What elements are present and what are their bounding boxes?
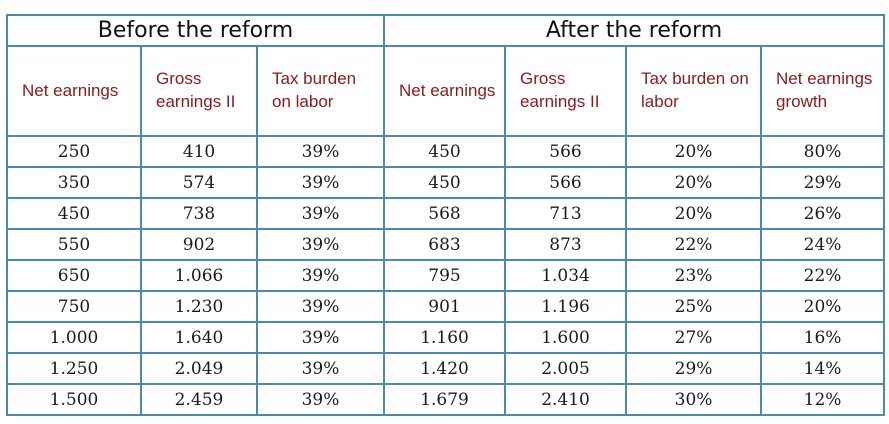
cell-net-earnings-after: 901 (383, 290, 507, 323)
cell-net-earnings-after: 450 (383, 166, 507, 199)
cell-gross-earnings-after: 2.005 (504, 352, 628, 385)
cell-net-earnings-before: 250 (6, 135, 142, 168)
table-body: 250 410 39% 450 566 20% 80% 350 574 39% 450 566 20% 2… (6, 135, 886, 416)
cell-gross-earnings-after: 1.034 (504, 259, 628, 292)
cell-net-earnings-growth: 12% (760, 383, 886, 416)
cell-gross-earnings-before: 574 (140, 166, 258, 199)
cell-tax-burden-after: 25% (625, 290, 763, 323)
cell-tax-burden-after: 23% (625, 259, 763, 292)
cell-gross-earnings-before: 2.459 (140, 383, 258, 416)
cell-gross-earnings-after: 1.196 (504, 290, 628, 323)
cell-gross-earnings-after: 566 (504, 166, 628, 199)
cell-net-earnings-growth: 22% (760, 259, 886, 292)
cell-gross-earnings-after: 2.410 (504, 383, 628, 416)
cell-net-earnings-before: 1.500 (6, 383, 142, 416)
cell-net-earnings-before: 1.000 (6, 321, 142, 354)
cell-tax-burden-before: 39% (255, 383, 386, 416)
cell-tax-burden-before: 39% (255, 135, 386, 168)
col-header-net-earnings-growth: Net earnings growth (760, 45, 886, 137)
cell-net-earnings-before: 750 (6, 290, 142, 323)
table-row: 1.250 2.049 39% 1.420 2.005 29% 14% (6, 352, 886, 385)
cell-gross-earnings-before: 410 (140, 135, 258, 168)
column-header-row: Net earnings Gross earnings II Tax burde… (6, 45, 886, 137)
cell-net-earnings-growth: 80% (760, 135, 886, 168)
cell-gross-earnings-before: 902 (140, 228, 258, 261)
cell-tax-burden-after: 22% (625, 228, 763, 261)
cell-tax-burden-before: 39% (255, 290, 386, 323)
group-header-row: Before the reform After the reform (5, 14, 886, 47)
cell-tax-burden-before: 39% (255, 166, 386, 199)
cell-net-earnings-before: 550 (6, 228, 142, 261)
table-row: 1.000 1.640 39% 1.160 1.600 27% 16% (6, 321, 886, 354)
table-row: 250 410 39% 450 566 20% 80% (6, 135, 886, 168)
cell-tax-burden-after: 29% (625, 352, 763, 385)
cell-tax-burden-before: 39% (255, 352, 386, 385)
cell-net-earnings-after: 1.420 (383, 352, 507, 385)
table-row: 450 738 39% 568 713 20% 26% (6, 197, 886, 230)
cell-tax-burden-after: 30% (625, 383, 763, 416)
cell-gross-earnings-after: 1.600 (504, 321, 628, 354)
reform-comparison-table-container: Before the reform After the reform Net e… (5, 14, 886, 418)
cell-net-earnings-after: 683 (383, 228, 507, 261)
table-row: 650 1.066 39% 795 1.034 23% 22% (6, 259, 886, 292)
cell-tax-burden-before: 39% (255, 197, 386, 230)
cell-gross-earnings-after: 566 (504, 135, 628, 168)
group-after-reform: After the reform (383, 14, 886, 47)
cell-net-earnings-growth: 29% (760, 166, 886, 199)
cell-net-earnings-before: 350 (6, 166, 142, 199)
cell-net-earnings-before: 450 (6, 197, 142, 230)
cell-net-earnings-after: 568 (383, 197, 507, 230)
cell-gross-earnings-before: 738 (140, 197, 258, 230)
group-before-reform: Before the reform (5, 14, 386, 47)
cell-gross-earnings-after: 873 (504, 228, 628, 261)
table-row: 350 574 39% 450 566 20% 29% (6, 166, 886, 199)
cell-net-earnings-growth: 24% (760, 228, 886, 261)
cell-net-earnings-after: 1.160 (383, 321, 507, 354)
cell-net-earnings-after: 795 (383, 259, 507, 292)
cell-gross-earnings-before: 1.640 (140, 321, 258, 354)
cell-gross-earnings-after: 713 (504, 197, 628, 230)
cell-tax-burden-before: 39% (255, 259, 386, 292)
cell-net-earnings-before: 650 (6, 259, 142, 292)
reform-comparison-table: Before the reform After the reform Net e… (5, 14, 886, 416)
cell-net-earnings-growth: 20% (760, 290, 886, 323)
cell-net-earnings-after: 1.679 (383, 383, 507, 416)
cell-net-earnings-before: 1.250 (6, 352, 142, 385)
table-row: 1.500 2.459 39% 1.679 2.410 30% 12% (6, 383, 886, 416)
cell-tax-burden-after: 20% (625, 135, 763, 168)
col-header-net-earnings-before: Net earnings (6, 45, 142, 137)
cell-tax-burden-after: 20% (625, 197, 763, 230)
col-header-gross-earnings-after: Gross earnings II (504, 45, 628, 137)
cell-net-earnings-growth: 14% (760, 352, 886, 385)
cell-tax-burden-before: 39% (255, 321, 386, 354)
cell-gross-earnings-before: 1.066 (140, 259, 258, 292)
col-header-gross-earnings-before: Gross earnings II (140, 45, 258, 137)
cell-gross-earnings-before: 2.049 (140, 352, 258, 385)
cell-tax-burden-before: 39% (255, 228, 386, 261)
cell-net-earnings-growth: 26% (760, 197, 886, 230)
cell-net-earnings-after: 450 (383, 135, 507, 168)
cell-tax-burden-after: 20% (625, 166, 763, 199)
cell-tax-burden-after: 27% (625, 321, 763, 354)
table-row: 750 1.230 39% 901 1.196 25% 20% (6, 290, 886, 323)
col-header-tax-burden-before: Tax burden on labor (255, 45, 386, 137)
col-header-net-earnings-after: Net earnings (383, 45, 507, 137)
cell-gross-earnings-before: 1.230 (140, 290, 258, 323)
cell-net-earnings-growth: 16% (760, 321, 886, 354)
table-row: 550 902 39% 683 873 22% 24% (6, 228, 886, 261)
col-header-tax-burden-after: Tax burden on labor (625, 45, 763, 137)
